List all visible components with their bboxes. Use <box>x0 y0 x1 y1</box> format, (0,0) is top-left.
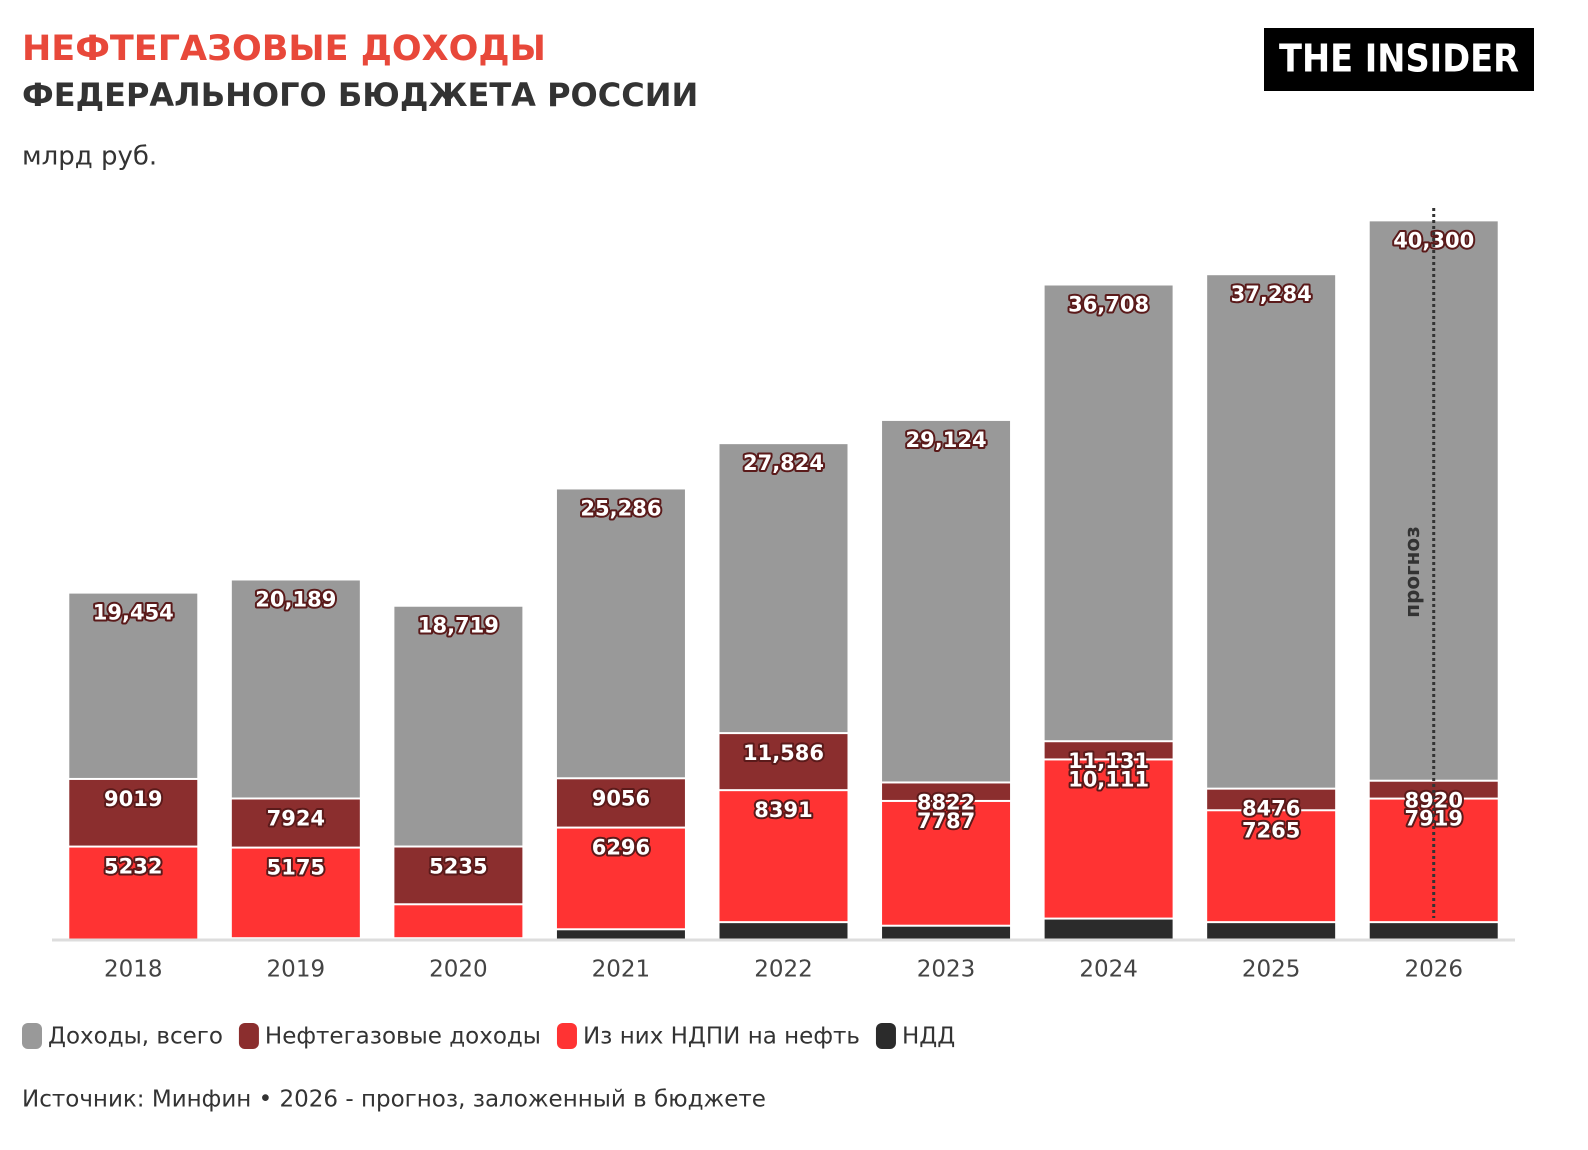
value-label: 11,586 <box>743 741 824 765</box>
value-label: 9019 <box>104 787 162 811</box>
value-label: 6296 <box>592 836 650 860</box>
x-tick-label: 2023 <box>917 957 976 983</box>
legend-label: Нефтегазовые доходы <box>265 1024 541 1050</box>
x-tick-label: 2021 <box>592 957 651 983</box>
x-tick-label: 2026 <box>1404 957 1463 983</box>
chart-subtitle: ФЕДЕРАЛЬНОГО БЮДЖЕТА РОССИИ <box>22 76 698 114</box>
logo-box <box>1264 28 1534 91</box>
value-label: 7924 <box>267 807 325 831</box>
legend-swatch <box>238 1023 259 1049</box>
value-label: 5235 <box>429 855 487 879</box>
bar <box>229 846 362 942</box>
annotation: прогноз <box>1400 526 1424 618</box>
bar <box>717 921 850 942</box>
unit-label: млрд руб. <box>22 142 157 172</box>
source: Источник: Минфин • 2026 - прогноз, залож… <box>22 1087 766 1113</box>
bar <box>1205 809 1338 942</box>
bar <box>554 928 687 941</box>
legend-swatch <box>22 1023 42 1049</box>
value-label: 5175 <box>267 856 325 880</box>
legend-swatch <box>556 1023 577 1049</box>
legend-label: НДД <box>902 1024 955 1050</box>
bar <box>1042 758 1175 941</box>
legend-label: Из них НДПИ на нефть <box>583 1024 860 1050</box>
x-tick-label: 2019 <box>267 957 326 983</box>
value-label: 36,708 <box>1068 293 1149 317</box>
x-tick-label: 2024 <box>1079 957 1138 983</box>
bar <box>554 826 687 941</box>
value-label: 19,454 <box>93 601 174 625</box>
value-label: 37,284 <box>1231 282 1312 306</box>
bar <box>392 903 525 941</box>
value-label: 20,189 <box>255 587 336 611</box>
bar <box>880 924 1013 942</box>
x-tick-label: 2025 <box>1242 957 1301 983</box>
value-label: 7787 <box>917 809 975 833</box>
x-tick-label: 2020 <box>429 957 488 983</box>
x-tick-label: 2022 <box>754 957 813 983</box>
bar <box>717 789 850 941</box>
bar <box>1367 921 1500 942</box>
bar <box>880 799 1013 941</box>
value-label: 10,111 <box>1068 767 1149 791</box>
logo: THE INSIDER <box>1279 37 1519 81</box>
chart-title: НЕФТЕГАЗОВЫЕ ДОХОДЫ <box>22 29 546 69</box>
value-label: 5232 <box>104 855 162 879</box>
value-label: 18,719 <box>418 614 499 638</box>
value-label: 8822 <box>917 790 975 814</box>
value-label: 8391 <box>754 798 812 822</box>
value-label: 9056 <box>592 786 650 810</box>
legend-label: Доходы, всего <box>48 1024 223 1050</box>
value-label: 29,124 <box>906 428 987 452</box>
value-label: 27,824 <box>743 451 824 475</box>
value-label: 7265 <box>1242 818 1300 842</box>
value-label: 8476 <box>1242 797 1300 821</box>
value-label: 11,131 <box>1068 749 1149 773</box>
bar <box>1205 921 1338 942</box>
x-tick-label: 2018 <box>104 957 163 983</box>
bar <box>1042 917 1175 941</box>
legend-swatch <box>875 1023 896 1049</box>
bar <box>67 845 200 941</box>
value-label: 25,286 <box>580 496 661 520</box>
